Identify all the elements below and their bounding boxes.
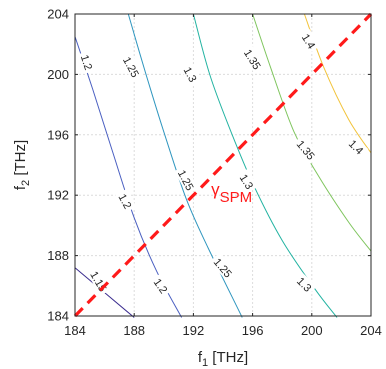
- contour-line-1.25: [127, 13, 243, 318]
- y-axis-title: f2 [THz]: [12, 140, 32, 190]
- contour-label-bg-0: [77, 50, 97, 74]
- x-tick-label-200: 200: [301, 323, 323, 338]
- x-axis-title-base: f: [198, 349, 203, 366]
- contour-label-bg-4: [298, 28, 321, 54]
- gamma-subscript: SPM: [220, 189, 253, 206]
- gamma-spm-label: γSPM: [211, 180, 252, 206]
- contour-line-1.2: [74, 36, 183, 318]
- y-axis-ticks: 184 188 192 196 200 204: [47, 7, 371, 324]
- y-tick-label-188: 188: [47, 248, 69, 263]
- contour-label-bg-13: [292, 272, 317, 296]
- x-tick-label-184: 184: [64, 323, 86, 338]
- x-axis-title-sub: 1: [202, 357, 208, 369]
- contour-label-bg-3: [240, 44, 266, 74]
- contour-label-bg-7: [236, 169, 259, 194]
- contour-label-bg-10: [86, 266, 112, 296]
- contour-label-bg-6: [174, 164, 199, 195]
- x-axis-title-rest: [THz]: [208, 349, 248, 366]
- x-axis-ticks: 184 188 192 196 200 204: [64, 14, 382, 338]
- y-tick-label-200: 200: [47, 67, 69, 82]
- y-axis-title-base: f: [12, 185, 29, 190]
- contour-label-bg-11: [149, 273, 173, 298]
- contour-label-bg-8: [292, 135, 320, 165]
- gamma-symbol: γ: [211, 180, 220, 199]
- x-tick-label-196: 196: [242, 323, 264, 338]
- y-tick-label-192: 192: [47, 188, 69, 203]
- contour-label-bg-9: [344, 134, 369, 159]
- contour-label-bg-12: [209, 252, 237, 282]
- contour-label-0: 1.2: [77, 50, 97, 74]
- plot-frame: [74, 13, 372, 317]
- contour-label-text-0: 1.2: [78, 53, 94, 71]
- contour-labels: 1.2 1.25 1.31.351.41.21.25 1.31.35 1.41.15 1.…: [77, 28, 369, 298]
- contour-label-bg-1: [119, 51, 144, 82]
- gamma-spm-line: [73, 12, 373, 318]
- y-tick-label-196: 196: [47, 127, 69, 142]
- x-tick-label-188: 188: [123, 323, 145, 338]
- x-axis-title: f1 [THz]: [198, 349, 248, 369]
- y-axis-title-rest: [THz]: [12, 140, 29, 180]
- contour-label-bg-5: [115, 188, 137, 214]
- contour-label-bg-2: [180, 62, 202, 87]
- x-tick-label-192: 192: [183, 323, 205, 338]
- contour-lines: [74, 13, 372, 318]
- x-tick-label-204: 204: [360, 323, 382, 338]
- y-axis-title-sub: 2: [20, 180, 32, 186]
- y-tick-label-184: 184: [47, 309, 69, 324]
- y-tick-label-204: 204: [47, 7, 69, 22]
